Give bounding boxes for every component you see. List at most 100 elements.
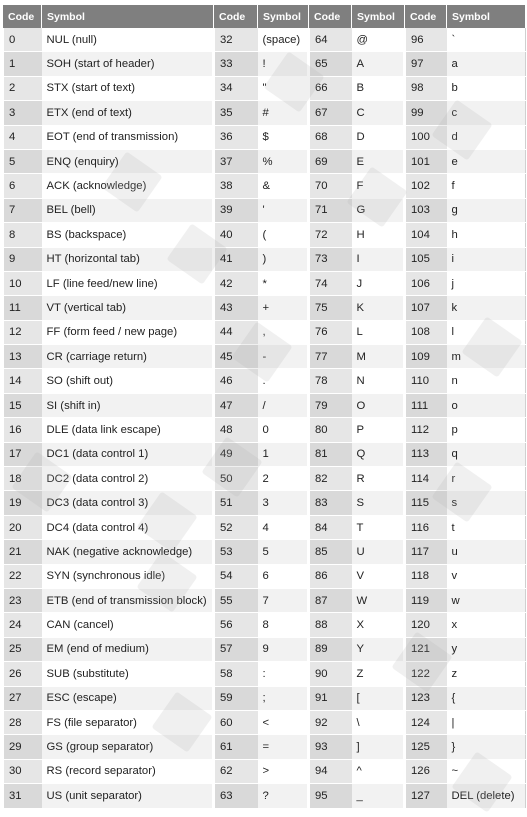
- symbol-cell: VT (vertical tab): [41, 295, 214, 321]
- symbol-cell: ,: [257, 320, 309, 346]
- symbol-cell: (: [257, 222, 309, 248]
- table-row: 26 SUB (substitute) 58:90 Z 122 z: [1, 661, 526, 687]
- code-cell: 77: [307, 344, 352, 370]
- code-cell: 97: [403, 51, 447, 77]
- symbol-cell: 7: [257, 588, 309, 614]
- symbol-cell: q: [446, 442, 526, 468]
- symbol-cell: s: [446, 490, 526, 516]
- table-row: 12 FF (form feed / new page) 44, 76 L 108 l: [1, 320, 526, 346]
- symbol-cell: d: [446, 125, 526, 150]
- code-cell: 92: [307, 710, 352, 736]
- table-row: 8 BS (backspace) 40(72 H 104 h: [1, 222, 526, 248]
- table-row: 20 DC4 (data control 4) 52 4 84 T 116 t: [1, 515, 526, 541]
- symbol-cell: SYN (synchronous idle): [41, 564, 214, 589]
- symbol-cell: 5: [257, 539, 309, 565]
- header-row: Code Symbol Code Symbol Code Symbol Code…: [2, 5, 526, 28]
- symbol-cell: c: [446, 100, 526, 126]
- table-row: 1 SOH (start of header) 33! 65 A 97 a: [1, 51, 526, 77]
- symbol-cell: t: [446, 515, 526, 541]
- code-cell: 10: [1, 271, 42, 297]
- table-row: 31 US (unit separator) 63? 95 _ 127 DEL (delet…: [1, 783, 526, 809]
- code-cell: 112: [403, 417, 447, 443]
- symbol-cell: /: [257, 393, 309, 419]
- code-cell: 26: [1, 661, 42, 687]
- code-cell: 37: [212, 149, 258, 175]
- symbol-cell: 8: [257, 612, 309, 638]
- symbol-cell: SUB (substitute): [41, 661, 214, 687]
- symbol-cell: e: [446, 149, 526, 175]
- symbol-cell: DC4 (data control 4): [41, 515, 214, 541]
- table-row: 21 NAK (negative acknowledge) 53 5 85 U 117 u: [1, 539, 526, 565]
- code-cell: 102: [403, 173, 447, 199]
- symbol-cell: G: [351, 198, 405, 224]
- code-cell: 31: [1, 783, 42, 809]
- symbol-cell: h: [446, 222, 526, 248]
- table-body: 0 NUL (null) 32 (space) 64 @96 ` 1 SOH (start of…: [1, 28, 526, 809]
- code-cell: 73: [307, 247, 352, 272]
- code-cell: 45: [212, 344, 258, 370]
- symbol-cell: k: [446, 295, 526, 321]
- symbol-cell: NUL (null): [41, 28, 214, 53]
- symbol-cell: j: [446, 271, 526, 297]
- code-cell: 38: [212, 173, 258, 199]
- symbol-cell: ACK (acknowledge): [41, 173, 214, 199]
- code-cell: 63: [212, 783, 258, 809]
- symbol-cell: W: [351, 588, 405, 614]
- symbol-cell: SI (shift in): [41, 393, 214, 419]
- symbol-cell: O: [351, 393, 405, 419]
- symbol-cell: DLE (data link escape): [41, 417, 214, 443]
- code-cell: 48: [212, 417, 258, 443]
- symbol-cell: :: [257, 661, 309, 687]
- code-cell: 123: [403, 686, 447, 711]
- table-row: 28 FS (file separator) 60 <92 \ 124 |: [1, 710, 526, 736]
- symbol-cell: 2: [257, 466, 309, 492]
- symbol-cell: LF (line feed/new line): [41, 271, 214, 297]
- code-cell: 86: [307, 564, 352, 589]
- symbol-cell: p: [446, 417, 526, 443]
- code-cell: 46: [212, 368, 258, 394]
- code-cell: 57: [212, 637, 258, 663]
- code-cell: 106: [403, 271, 447, 297]
- code-cell: 74: [307, 271, 352, 297]
- symbol-cell: Y: [351, 637, 405, 663]
- symbol-cell: E: [351, 149, 405, 175]
- code-cell: 23: [1, 588, 42, 614]
- symbol-cell: D: [351, 125, 405, 150]
- code-cell: 12: [1, 320, 42, 346]
- symbol-cell: y: [446, 637, 526, 663]
- symbol-cell: ENQ (enquiry): [41, 149, 214, 175]
- symbol-cell: @: [351, 28, 405, 53]
- code-cell: 122: [403, 661, 447, 687]
- symbol-cell: m: [446, 344, 526, 370]
- code-cell: 103: [403, 198, 447, 224]
- symbol-cell: ': [257, 198, 309, 224]
- code-cell: 69: [307, 149, 352, 175]
- symbol-cell: 9: [257, 637, 309, 663]
- symbol-cell: ;: [257, 686, 309, 711]
- code-cell: 78: [307, 368, 352, 394]
- column-header-symbol: Symbol: [446, 5, 526, 28]
- code-cell: 28: [1, 710, 42, 736]
- symbol-cell: EM (end of medium): [41, 637, 214, 663]
- symbol-cell: 4: [257, 515, 309, 541]
- code-cell: 75: [307, 295, 352, 321]
- symbol-cell: #: [257, 100, 309, 126]
- symbol-cell: \: [351, 710, 405, 736]
- symbol-cell: H: [351, 222, 405, 248]
- symbol-cell: J: [351, 271, 405, 297]
- code-cell: 47: [212, 393, 258, 419]
- symbol-cell: DC1 (data control 1): [41, 442, 214, 468]
- symbol-cell: {: [446, 686, 526, 711]
- code-cell: 44: [212, 320, 258, 346]
- code-cell: 105: [403, 247, 447, 272]
- code-cell: 83: [307, 490, 352, 516]
- code-cell: 35: [212, 100, 258, 126]
- code-cell: 66: [307, 76, 352, 102]
- code-cell: 17: [1, 442, 42, 468]
- code-cell: 71: [307, 198, 352, 224]
- table-row: 29 GS (group separator) 61 = 93] 125}: [1, 734, 526, 760]
- code-cell: 117: [403, 539, 447, 565]
- column-header-code: Code: [213, 5, 258, 28]
- code-cell: 3: [1, 100, 42, 126]
- code-cell: 109: [403, 344, 447, 370]
